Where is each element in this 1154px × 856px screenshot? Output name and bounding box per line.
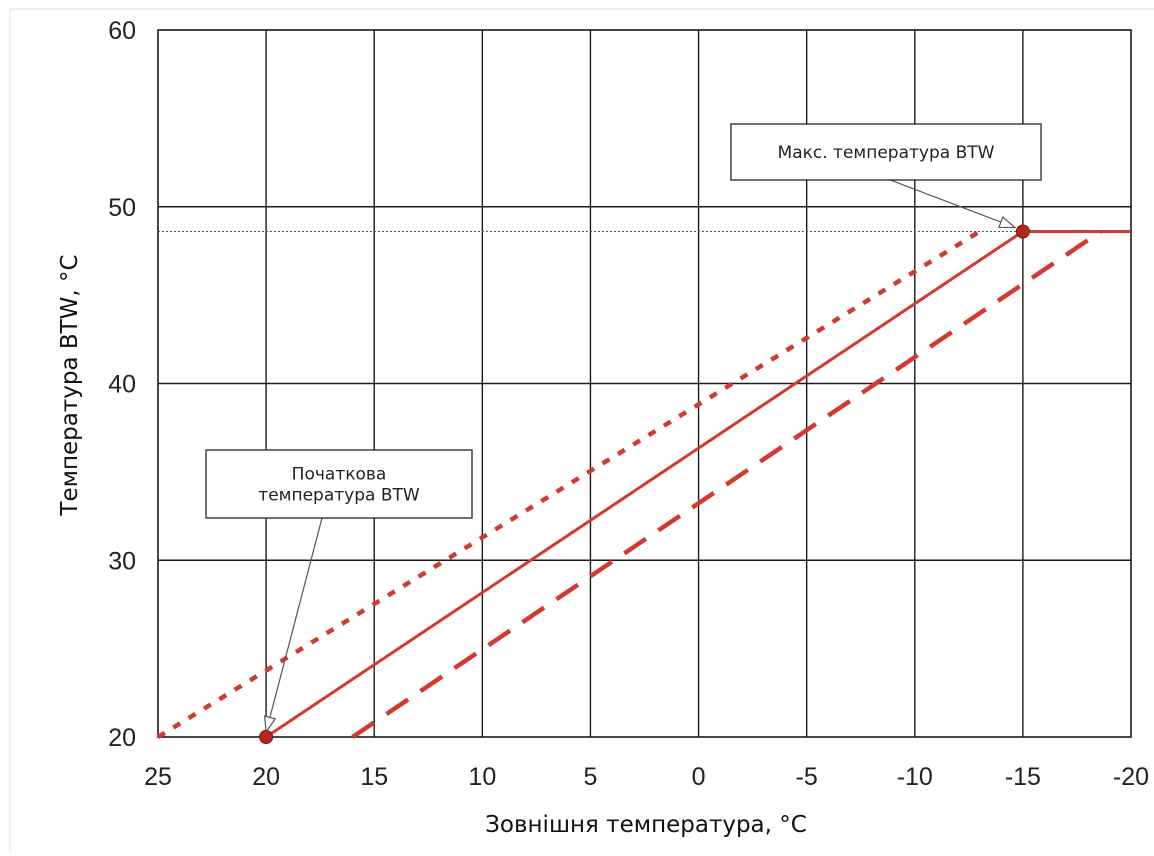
- x-tick-label: 10: [468, 763, 496, 791]
- x-tick-label: 15: [360, 763, 388, 791]
- callout-leader: [265, 517, 323, 733]
- plot-frame: [157, 29, 1132, 738]
- y-tick-label: 40: [108, 371, 136, 399]
- x-tick-label: -10: [897, 763, 933, 791]
- x-tick-label: 25: [144, 763, 172, 791]
- x-tick-label: 5: [583, 763, 597, 791]
- series-line-dashed: [351, 229, 1102, 739]
- callout-label: Макс. температура BTW: [778, 143, 995, 163]
- x-tick-label: -20: [1113, 763, 1149, 791]
- x-tick-label: -5: [796, 763, 818, 791]
- data-point-marker: [1015, 224, 1030, 239]
- x-tick-label: 0: [692, 763, 706, 791]
- callout-arrowhead: [263, 715, 277, 734]
- callout-label: температура BTW: [258, 486, 420, 506]
- x-axis-title: Зовнішня температура, °C: [485, 812, 807, 838]
- x-tick-label: 20: [252, 763, 280, 791]
- callout-arrowhead: [998, 215, 1017, 229]
- y-axis-title: Температура BTW, °C: [57, 254, 83, 516]
- grid: [157, 29, 1132, 738]
- y-tick-label: 50: [108, 194, 136, 222]
- y-tick-label: 20: [108, 724, 136, 752]
- callout-box: [205, 449, 473, 519]
- y-tick-label: 60: [108, 17, 136, 45]
- callout-box: [730, 123, 1042, 181]
- x-tick-label: -15: [1005, 763, 1041, 791]
- data-point-marker: [259, 730, 274, 744]
- annotation-layer: Макс. температура BTW Початковатемператур…: [205, 123, 1042, 734]
- marker-layer: [259, 224, 1030, 744]
- callout-label: Початкова: [292, 465, 387, 485]
- y-tick-label: 30: [108, 547, 136, 575]
